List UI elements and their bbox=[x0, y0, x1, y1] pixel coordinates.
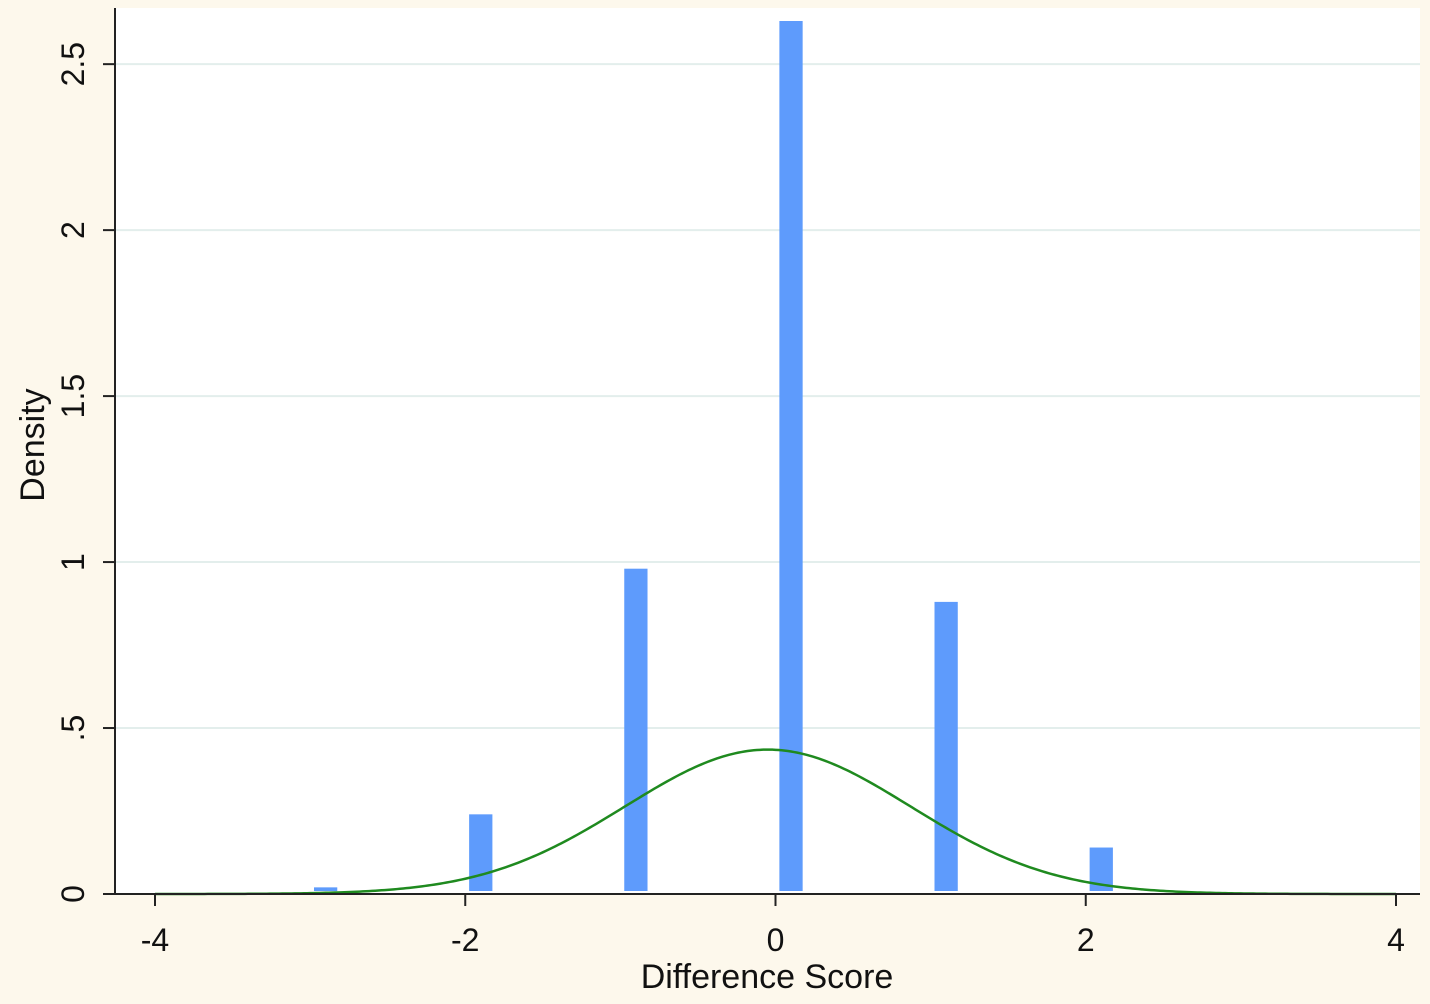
histogram-bar bbox=[779, 21, 803, 891]
y-tick-label: 1.5 bbox=[55, 374, 91, 418]
y-tick-label: 2 bbox=[55, 221, 91, 239]
x-axis-title: Difference Score bbox=[641, 958, 894, 996]
histogram-bars bbox=[314, 21, 1113, 891]
plot-area bbox=[114, 8, 1420, 894]
y-axis-ticks: 0 .5 1 1.5 2 2.5 bbox=[55, 42, 115, 903]
y-tick-label: .5 bbox=[55, 715, 91, 742]
x-tick-label: 0 bbox=[767, 922, 785, 958]
histogram-bar bbox=[624, 568, 648, 891]
x-tick-label: -2 bbox=[451, 922, 479, 958]
histogram-bar bbox=[469, 814, 493, 891]
x-tick-label: -4 bbox=[141, 922, 169, 958]
histogram-bar bbox=[1089, 847, 1113, 891]
y-tick-label: 1 bbox=[55, 553, 91, 571]
y-tick-label: 2.5 bbox=[55, 42, 91, 86]
x-axis-ticks: -4 -2 0 2 4 bbox=[141, 894, 1405, 958]
y-tick-label: 0 bbox=[55, 885, 91, 903]
histogram-bar bbox=[314, 887, 338, 891]
histogram-bar bbox=[934, 601, 958, 891]
y-axis-title: Density bbox=[14, 388, 52, 501]
axes bbox=[114, 8, 1420, 895]
x-tick-label: 2 bbox=[1077, 922, 1095, 958]
x-tick-label: 4 bbox=[1387, 922, 1405, 958]
gridlines bbox=[116, 63, 1420, 730]
normal-density-curve bbox=[154, 748, 1396, 896]
